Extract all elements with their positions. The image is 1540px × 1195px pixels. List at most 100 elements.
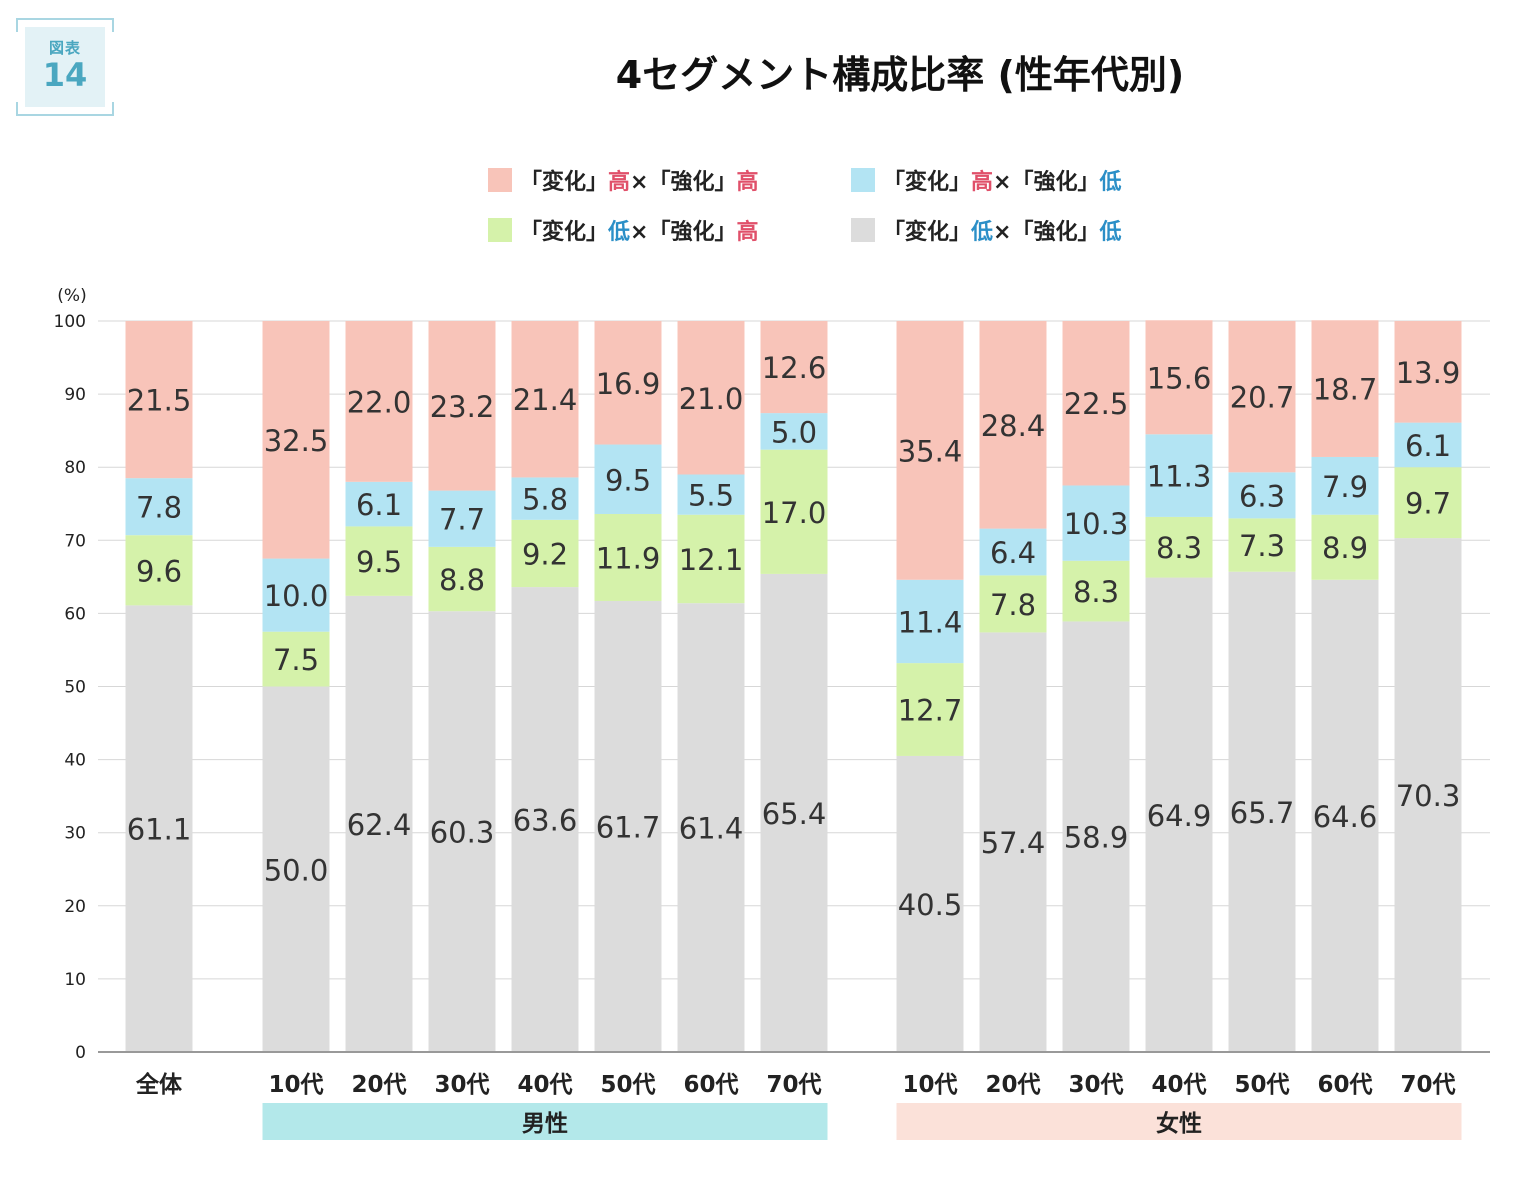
bar-segment	[345, 526, 413, 596]
bar-segment	[511, 321, 579, 478]
legend-label: 「変化」高×「強化」低	[883, 164, 1121, 196]
data-label: 5.0	[771, 415, 817, 449]
category-label: 60代	[1317, 1072, 1372, 1098]
category-label: 70代	[766, 1072, 821, 1098]
chart-title: 4セグメント構成比率 (性年代別)	[615, 53, 1185, 97]
bar-segment	[896, 755, 964, 1052]
legend-label-part: 高	[736, 220, 759, 245]
bar-segment	[428, 546, 496, 612]
data-label: 61.7	[596, 810, 661, 844]
bar-segment	[511, 587, 579, 1052]
data-label: 70.3	[1396, 779, 1461, 813]
bar-segment	[594, 444, 662, 514]
data-label: 9.5	[605, 463, 651, 497]
legend-label-part: 低	[971, 220, 994, 245]
legend-label: 「変化」高×「強化」高	[520, 164, 758, 196]
data-label: 7.8	[990, 588, 1036, 622]
bar-segment	[125, 478, 193, 536]
bar-segment	[1228, 472, 1296, 519]
data-label: 16.9	[596, 367, 661, 401]
bar-segment	[1311, 579, 1379, 1052]
data-label: 5.8	[522, 483, 568, 517]
bar-segment	[594, 600, 662, 1052]
data-label: 5.5	[688, 479, 734, 513]
bar-segment	[345, 481, 413, 527]
data-label: 20.7	[1230, 381, 1295, 415]
bar-segment	[979, 632, 1047, 1052]
category-label: 30代	[1068, 1072, 1123, 1098]
data-label: 22.5	[1064, 387, 1129, 421]
y-tick-label: 60	[64, 604, 86, 624]
bar-segment	[677, 514, 745, 604]
bar-segment	[1062, 621, 1130, 1052]
bar-segment	[125, 535, 193, 606]
data-label: 6.4	[990, 536, 1036, 570]
bar-segment	[979, 528, 1047, 576]
legend-label-part: ×「強化」	[993, 170, 1100, 195]
data-label: 7.7	[439, 503, 485, 537]
data-label: 64.9	[1147, 799, 1212, 833]
legend-label-part: ×「強化」	[630, 170, 737, 195]
legend: 「変化」高×「強化」高 「変化」高×「強化」低 「変化」低×「強化」高 「変化」低×「…	[488, 164, 1188, 254]
bar-segment	[262, 321, 330, 559]
bar-segment	[896, 663, 964, 756]
legend-label: 「変化」低×「強化」高	[520, 214, 758, 246]
bar-segment	[1145, 434, 1213, 517]
bar-segment	[1228, 518, 1296, 572]
category-label: 全体	[135, 1071, 183, 1098]
data-label: 35.4	[898, 434, 963, 468]
category-label: 20代	[985, 1072, 1040, 1098]
category-label: 10代	[268, 1072, 323, 1098]
bar-segment	[511, 519, 579, 588]
group-label: 男性	[522, 1111, 568, 1137]
data-label: 65.4	[762, 797, 827, 831]
legend-label-part: ×「強化」	[993, 220, 1100, 245]
y-tick-label: 70	[64, 531, 86, 551]
data-label: 61.1	[127, 813, 192, 847]
legend-label-part: 「変化」	[520, 220, 609, 245]
data-label: 40.5	[898, 888, 963, 922]
chart-title-wrap: 4セグメント構成比率 (性年代別)	[140, 44, 1540, 99]
data-label: 57.4	[981, 826, 1046, 860]
data-label: 21.0	[679, 382, 744, 416]
y-tick-label: 10	[64, 970, 86, 990]
data-label: 10.0	[264, 579, 329, 613]
data-label: 6.1	[356, 488, 402, 522]
legend-swatch	[488, 168, 512, 192]
y-unit-label: (%)	[57, 286, 86, 306]
legend-swatch	[488, 218, 512, 242]
y-tick-label: 0	[75, 1043, 86, 1063]
data-label: 12.1	[679, 543, 744, 577]
y-tick-label: 80	[64, 458, 86, 478]
legend-label-part: 「変化」	[883, 170, 972, 195]
legend-item: 「変化」高×「強化」低	[851, 164, 1121, 196]
bar-segment	[1394, 467, 1462, 539]
data-label: 7.9	[1322, 470, 1368, 504]
data-label: 9.6	[136, 554, 182, 588]
bar-segment	[345, 595, 413, 1052]
data-label: 7.3	[1239, 529, 1285, 563]
data-label: 10.3	[1064, 507, 1129, 541]
bar-segment	[1394, 538, 1462, 1052]
data-label: 58.9	[1064, 821, 1129, 855]
bar-segment	[594, 321, 662, 445]
legend-label-part: 「変化」	[883, 220, 972, 245]
data-label: 15.6	[1147, 361, 1212, 395]
legend-item: 「変化」高×「強化」高	[488, 164, 758, 196]
data-label: 23.2	[430, 390, 495, 424]
data-label: 21.4	[513, 383, 578, 417]
data-label: 65.7	[1230, 796, 1295, 830]
group-band	[896, 1103, 1462, 1140]
legend-label-part: 低	[608, 220, 631, 245]
legend-swatch	[851, 218, 875, 242]
figure-badge: 図表 14	[16, 18, 114, 116]
bar-segment	[1394, 422, 1462, 468]
y-tick-label: 40	[64, 751, 86, 771]
bar-segment	[677, 603, 745, 1052]
bar-segment	[1394, 321, 1462, 423]
bar-segment	[125, 605, 193, 1052]
legend-label-part: 低	[1099, 170, 1122, 195]
badge-number: 14	[42, 56, 88, 94]
y-tick-label: 100	[54, 312, 86, 332]
